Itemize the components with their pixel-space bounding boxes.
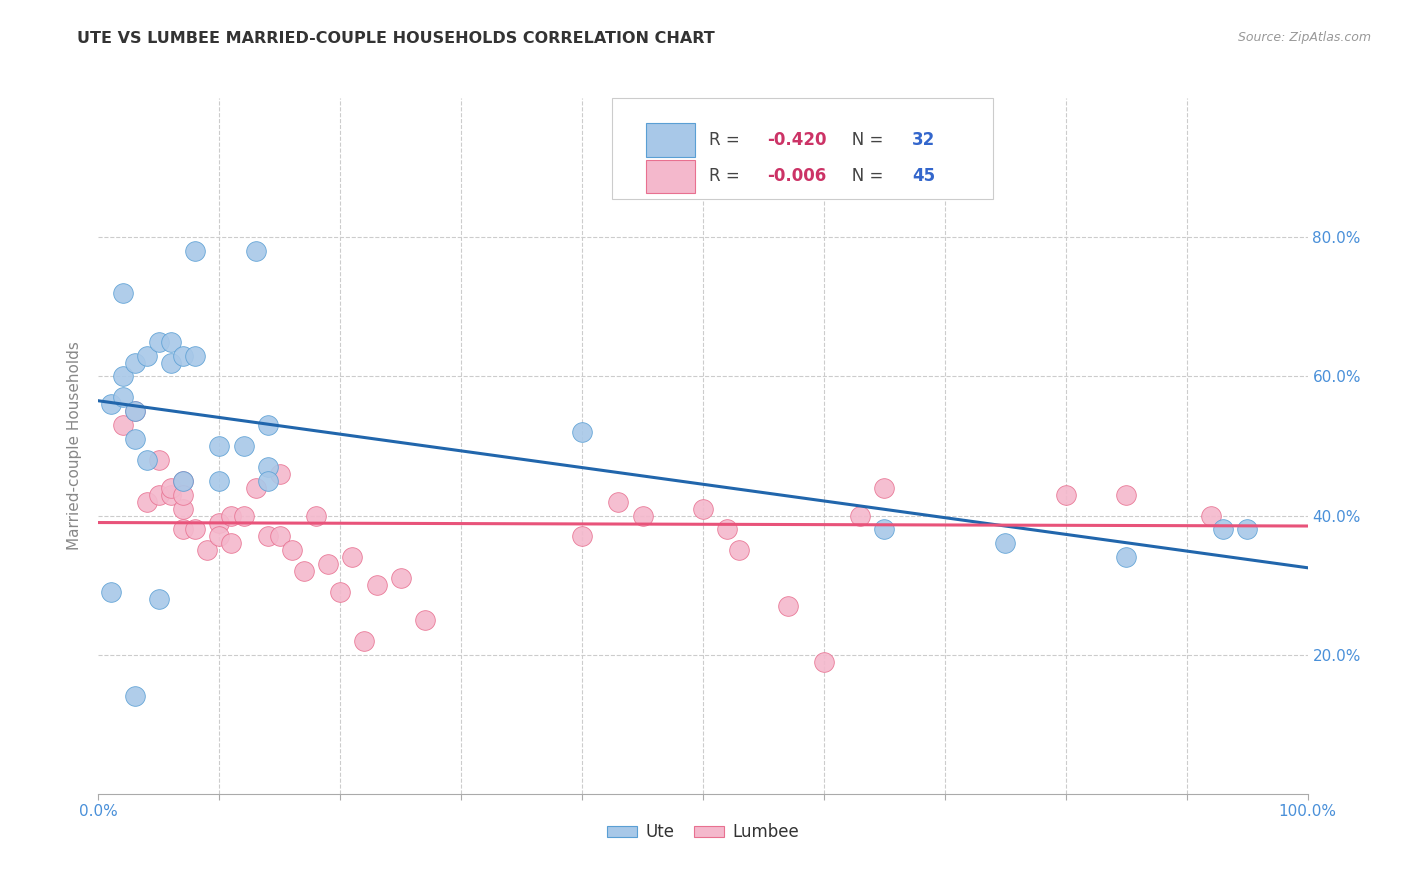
Point <box>111 418 134 433</box>
Point <box>329 585 352 599</box>
Point <box>245 244 267 259</box>
Point <box>776 599 799 613</box>
Point <box>873 481 896 495</box>
Point <box>160 488 183 502</box>
Text: 45: 45 <box>912 168 935 186</box>
Point <box>316 558 339 572</box>
Point <box>208 529 231 543</box>
Point <box>172 488 194 502</box>
Point <box>111 390 134 404</box>
Point <box>232 439 254 453</box>
Point <box>124 404 146 418</box>
Point <box>100 397 122 411</box>
Y-axis label: Married-couple Households: Married-couple Households <box>67 342 83 550</box>
Text: UTE VS LUMBEE MARRIED-COUPLE HOUSEHOLDS CORRELATION CHART: UTE VS LUMBEE MARRIED-COUPLE HOUSEHOLDS … <box>77 31 716 46</box>
Point <box>100 585 122 599</box>
Point <box>135 349 157 363</box>
Text: N =: N = <box>837 168 889 186</box>
Point <box>256 529 278 543</box>
Point <box>292 564 315 578</box>
Point <box>1115 550 1137 565</box>
FancyBboxPatch shape <box>647 160 695 193</box>
Point <box>1199 508 1222 523</box>
Text: R =: R = <box>709 131 745 149</box>
Point <box>389 571 412 585</box>
Point <box>184 523 207 537</box>
Point <box>124 355 146 369</box>
Point <box>1054 488 1077 502</box>
Point <box>184 349 207 363</box>
Point <box>111 369 134 384</box>
Point <box>256 459 278 474</box>
Point <box>1236 523 1258 537</box>
Point <box>208 516 231 530</box>
Text: 32: 32 <box>912 131 935 149</box>
Point <box>607 494 630 508</box>
Point <box>281 543 304 558</box>
Legend: Ute, Lumbee: Ute, Lumbee <box>600 817 806 848</box>
Point <box>692 501 714 516</box>
Point <box>135 494 157 508</box>
Text: -0.006: -0.006 <box>768 168 827 186</box>
Point <box>245 481 267 495</box>
Point <box>148 334 170 349</box>
Point <box>221 536 243 550</box>
Point <box>124 404 146 418</box>
Point <box>716 523 738 537</box>
Point <box>221 508 243 523</box>
Point <box>1212 523 1234 537</box>
Point <box>195 543 218 558</box>
Point <box>184 244 207 259</box>
Point <box>135 453 157 467</box>
Point <box>124 690 146 704</box>
Point <box>124 432 146 446</box>
Point <box>160 334 183 349</box>
Point <box>631 508 654 523</box>
Text: N =: N = <box>837 131 889 149</box>
Point <box>269 467 291 481</box>
Point <box>571 425 593 439</box>
Point <box>172 474 194 488</box>
Point <box>172 523 194 537</box>
Point <box>208 474 231 488</box>
Point <box>111 285 134 300</box>
Point <box>813 655 835 669</box>
Point <box>305 508 328 523</box>
Point <box>728 543 751 558</box>
Point <box>1115 488 1137 502</box>
Point <box>148 592 170 607</box>
Text: R =: R = <box>709 168 745 186</box>
Point <box>994 536 1017 550</box>
Point <box>160 481 183 495</box>
Text: Source: ZipAtlas.com: Source: ZipAtlas.com <box>1237 31 1371 45</box>
Point <box>413 613 436 627</box>
Point <box>172 501 194 516</box>
Point <box>160 355 183 369</box>
Text: -0.420: -0.420 <box>768 131 827 149</box>
Point <box>172 349 194 363</box>
Point <box>148 453 170 467</box>
Point <box>256 418 278 433</box>
Point <box>849 508 872 523</box>
Point <box>269 529 291 543</box>
Point <box>208 439 231 453</box>
Point <box>342 550 364 565</box>
FancyBboxPatch shape <box>647 123 695 157</box>
Point <box>873 523 896 537</box>
FancyBboxPatch shape <box>613 98 993 199</box>
Point <box>148 488 170 502</box>
Point <box>571 529 593 543</box>
Point <box>232 508 254 523</box>
Point <box>353 633 375 648</box>
Point <box>256 474 278 488</box>
Point <box>366 578 388 592</box>
Point <box>172 474 194 488</box>
